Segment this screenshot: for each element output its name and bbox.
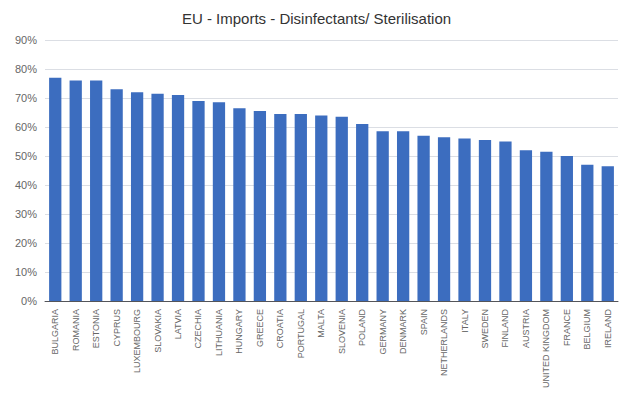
svg-text:20%: 20% xyxy=(15,237,37,249)
svg-text:GERMANY: GERMANY xyxy=(378,309,388,355)
svg-text:10%: 10% xyxy=(15,266,37,278)
svg-text:90%: 90% xyxy=(15,34,37,46)
svg-text:LUXEMBOURG: LUXEMBOURG xyxy=(132,309,142,373)
svg-text:GREECE: GREECE xyxy=(255,309,265,347)
svg-text:CZECHIA: CZECHIA xyxy=(193,309,203,349)
svg-text:EU - Imports - Disinfectants/: EU - Imports - Disinfectants/ Sterilisat… xyxy=(182,10,451,27)
svg-text:70%: 70% xyxy=(15,92,37,104)
svg-text:FRANCE: FRANCE xyxy=(562,309,572,346)
svg-text:LITHUANIA: LITHUANIA xyxy=(214,309,224,356)
svg-text:40%: 40% xyxy=(15,179,37,191)
svg-text:SLOVENIA: SLOVENIA xyxy=(337,309,347,354)
svg-text:IRELAND: IRELAND xyxy=(603,309,613,349)
svg-text:CYPRUS: CYPRUS xyxy=(112,309,122,347)
svg-text:MALTA: MALTA xyxy=(316,309,326,338)
svg-text:80%: 80% xyxy=(15,63,37,75)
svg-text:BULGARIA: BULGARIA xyxy=(50,309,60,355)
svg-text:FINLAND: FINLAND xyxy=(500,309,510,348)
svg-text:ITALY: ITALY xyxy=(460,309,470,333)
svg-text:30%: 30% xyxy=(15,208,37,220)
svg-text:UNITED KINGDOM: UNITED KINGDOM xyxy=(541,309,551,388)
svg-text:NETHERLANDS: NETHERLANDS xyxy=(439,309,449,376)
svg-text:HUNGARY: HUNGARY xyxy=(234,309,244,354)
svg-text:50%: 50% xyxy=(15,150,37,162)
svg-text:ROMANIA: ROMANIA xyxy=(71,309,81,351)
svg-text:POLAND: POLAND xyxy=(357,309,367,347)
svg-text:60%: 60% xyxy=(15,121,37,133)
svg-text:SWEDEN: SWEDEN xyxy=(480,309,490,349)
svg-text:0%: 0% xyxy=(21,295,37,307)
svg-text:DENMARK: DENMARK xyxy=(398,309,408,354)
svg-text:CROATIA: CROATIA xyxy=(275,309,285,348)
svg-text:PORTUGAL: PORTUGAL xyxy=(296,309,306,358)
svg-text:AUSTRIA: AUSTRIA xyxy=(521,309,531,348)
svg-text:SLOVAKIA: SLOVAKIA xyxy=(153,309,163,353)
svg-text:ESTONIA: ESTONIA xyxy=(91,309,101,348)
svg-text:LATVIA: LATVIA xyxy=(173,309,183,339)
svg-text:BELGIUM: BELGIUM xyxy=(582,309,592,350)
svg-text:SPAIN: SPAIN xyxy=(419,309,429,335)
